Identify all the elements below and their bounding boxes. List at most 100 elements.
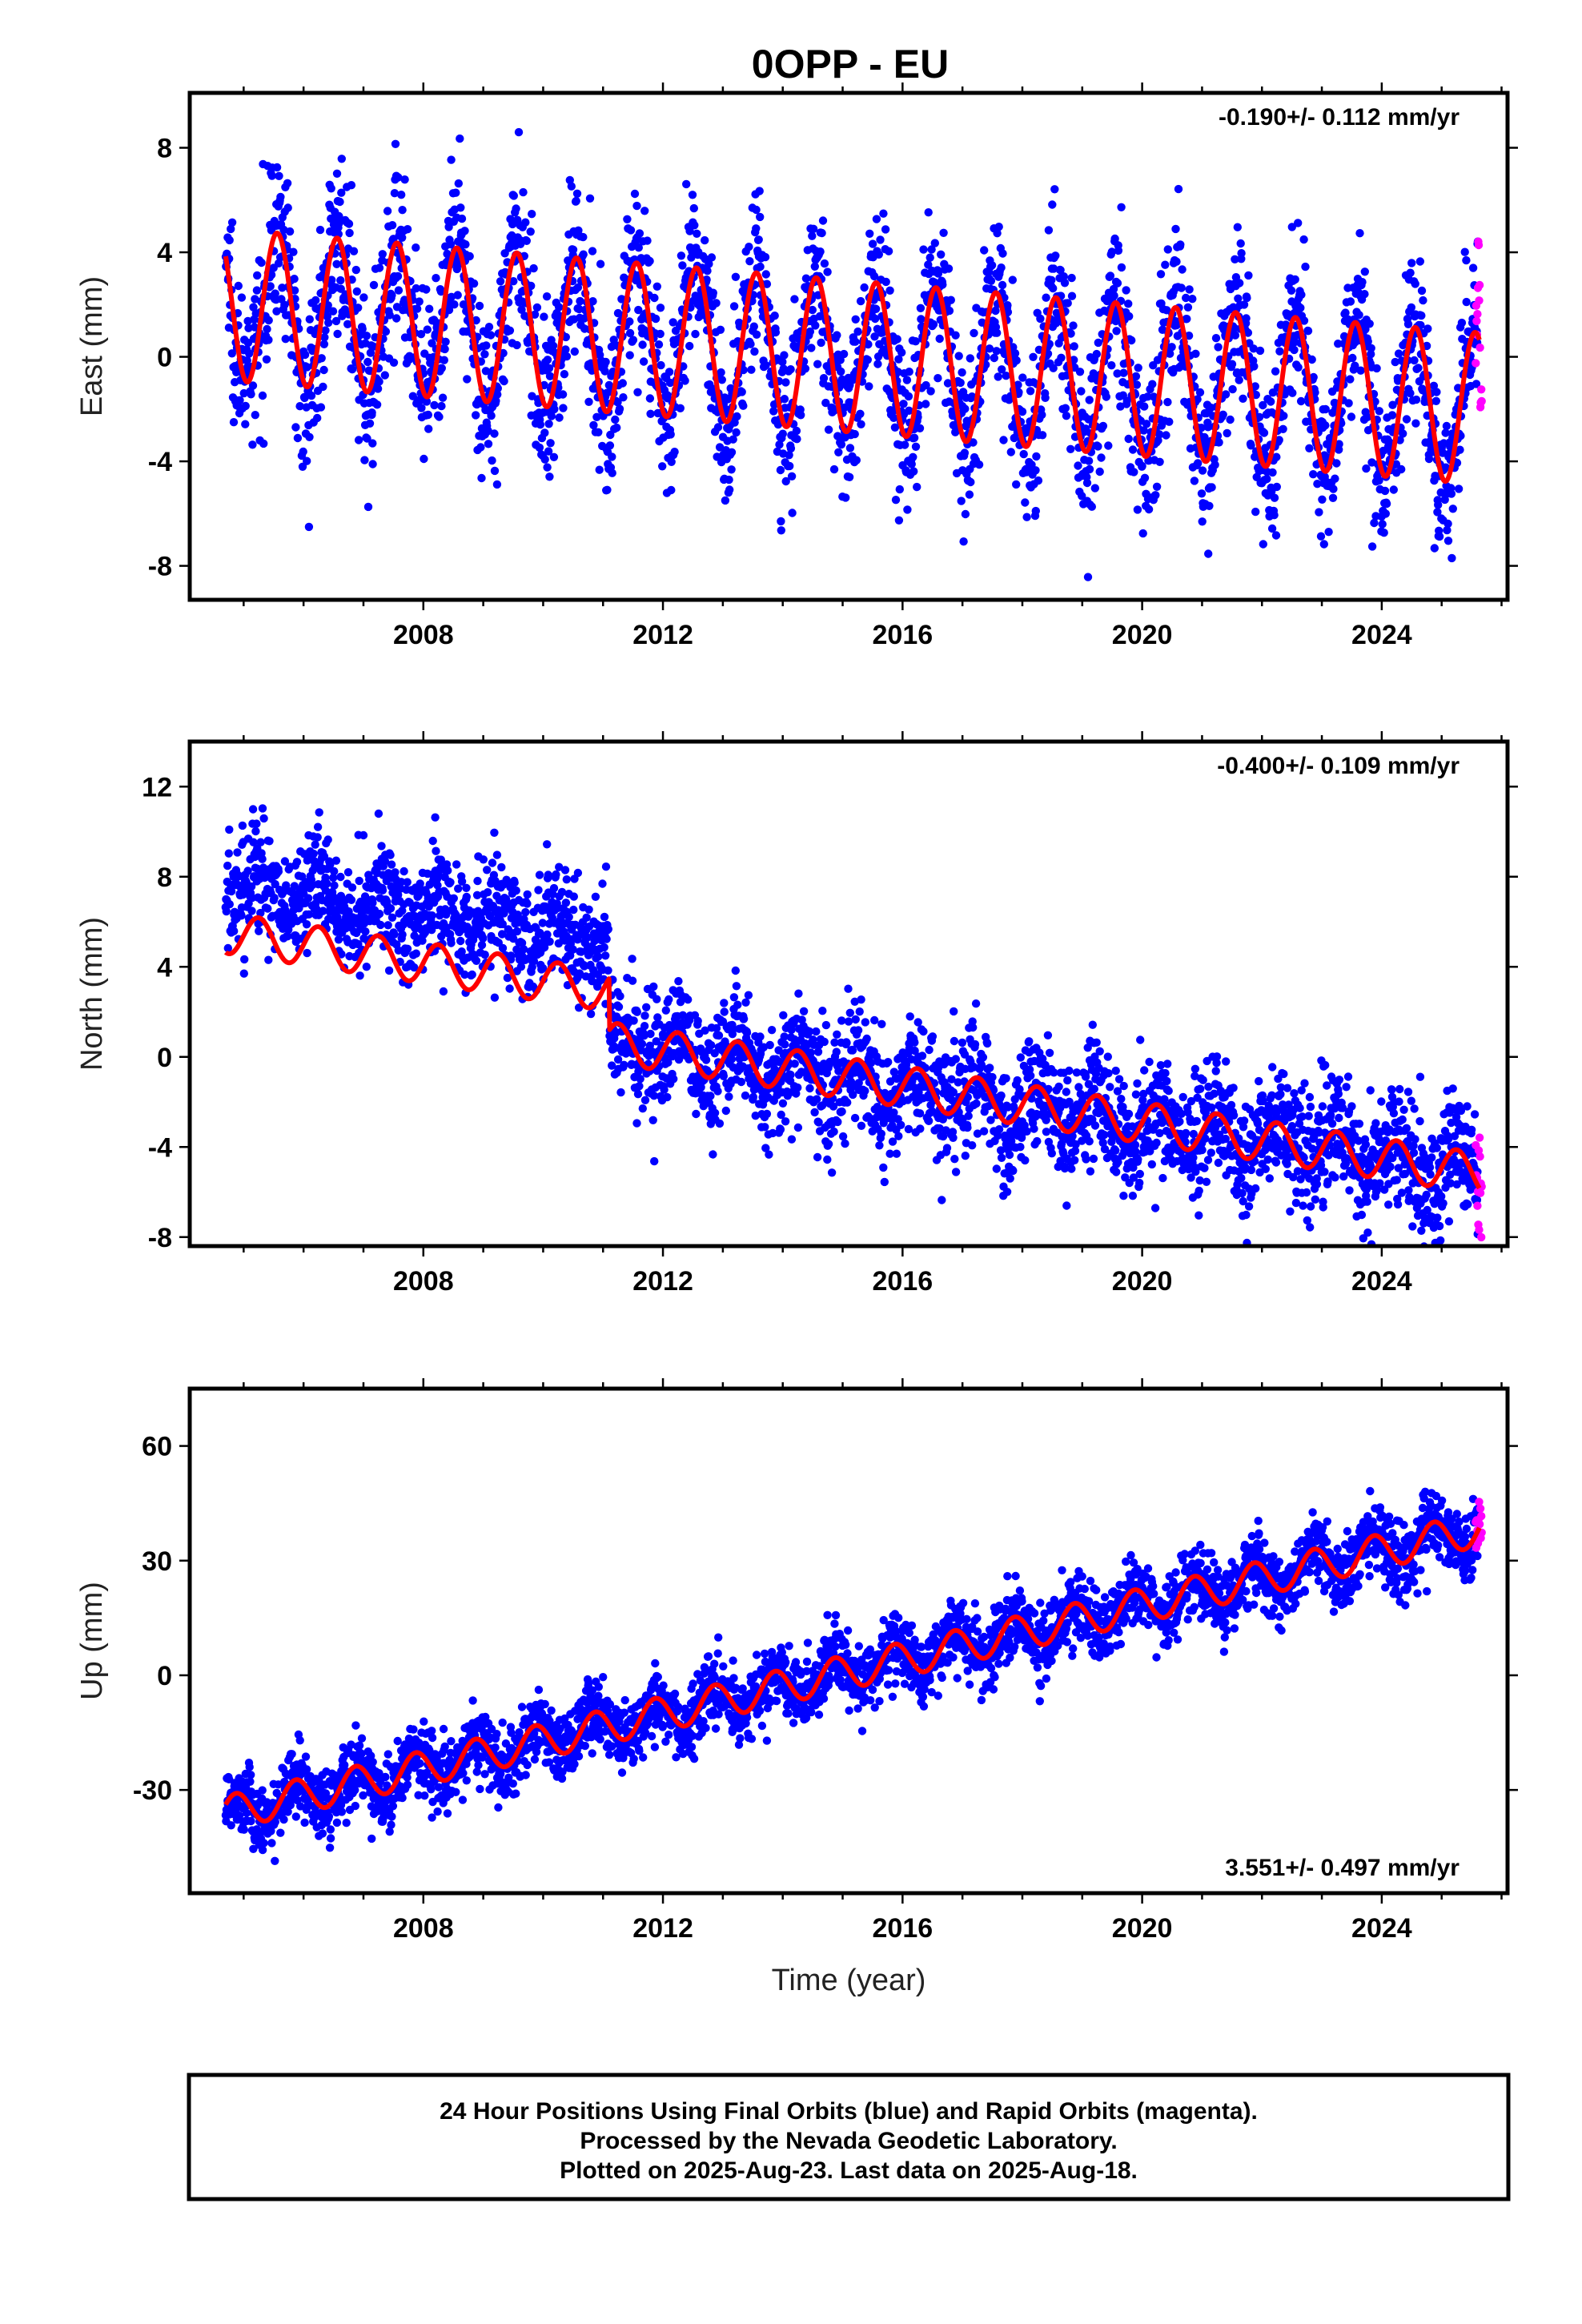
final-point [492,480,502,489]
final-point [496,277,505,286]
final-point [333,329,342,339]
final-point [1250,362,1259,371]
velocity-annotation: -0.190+/- 0.112 mm/yr [1219,104,1460,131]
final-point [274,867,283,876]
final-point [545,937,554,947]
final-point [640,207,649,215]
final-point [616,991,624,1001]
final-point [1454,485,1464,493]
final-point [336,872,345,882]
final-point [425,304,434,313]
final-point [823,267,832,276]
final-point [616,1088,625,1097]
final-point [1290,345,1299,355]
final-point [688,191,697,199]
x-tick-label: 2024 [1351,620,1412,650]
final-point [1406,388,1415,398]
final-point [1291,275,1299,284]
final-point [626,226,636,235]
rapid-point [1477,385,1486,394]
final-point [921,400,930,408]
final-point [248,440,257,449]
final-point [970,328,978,338]
final-point [1152,482,1162,491]
final-point [917,315,926,324]
final-point [927,245,936,254]
final-point [630,189,640,199]
final-point [1331,474,1339,483]
final-point [897,348,906,357]
final-point [837,367,845,376]
final-point [844,984,853,993]
final-point [267,271,276,279]
final-point [305,432,314,441]
final-point [1328,493,1338,502]
final-point [1078,492,1086,501]
final-point [573,283,583,292]
final-point [1082,478,1092,488]
final-point [1062,412,1071,420]
final-point [821,1020,831,1030]
final-point [1124,300,1133,308]
final-point [1443,537,1453,545]
final-point [739,1015,749,1023]
final-point [307,391,316,400]
final-point [256,838,265,846]
final-point [665,995,673,1004]
final-point [604,966,612,975]
final-point [1044,226,1054,235]
final-point [446,878,455,887]
final-point [843,1098,852,1107]
final-point [717,368,725,377]
final-point [530,310,540,319]
final-point [939,228,948,237]
final-point [1432,388,1441,396]
final-point [1242,314,1251,323]
final-point [1296,396,1306,406]
final-point [739,365,748,375]
final-point [909,452,917,461]
final-point [1047,275,1056,284]
final-point [1112,327,1121,336]
final-point [237,293,247,302]
final-point [651,314,661,324]
final-point [327,184,335,193]
final-point [544,447,553,456]
final-point [387,221,397,230]
final-point [484,440,493,448]
final-point [857,420,865,428]
final-point [1041,393,1050,402]
final-point [536,420,545,429]
final-point [756,1032,765,1041]
final-point [490,993,500,1002]
final-point [813,1152,822,1162]
final-point [1161,260,1170,269]
final-point [1191,349,1200,358]
final-point [619,393,628,402]
final-point [584,397,593,406]
final-point [658,462,667,471]
final-point [428,836,437,846]
final-point [335,197,344,207]
final-point [550,404,559,414]
final-point [412,283,420,293]
final-point [447,292,456,301]
final-point [737,388,746,396]
final-point [761,361,770,370]
final-point [785,451,793,460]
final-point [540,455,549,464]
final-point [432,274,440,283]
final-point [690,221,699,230]
final-point [588,247,597,255]
final-point [915,424,925,432]
final-point [1074,461,1082,470]
final-point [705,259,713,268]
final-point [424,424,433,433]
final-point [1346,297,1355,306]
final-point [1271,531,1281,540]
final-point [510,879,519,887]
final-point [509,277,518,286]
final-point [722,405,731,414]
final-point [456,936,465,946]
final-point [437,401,446,411]
